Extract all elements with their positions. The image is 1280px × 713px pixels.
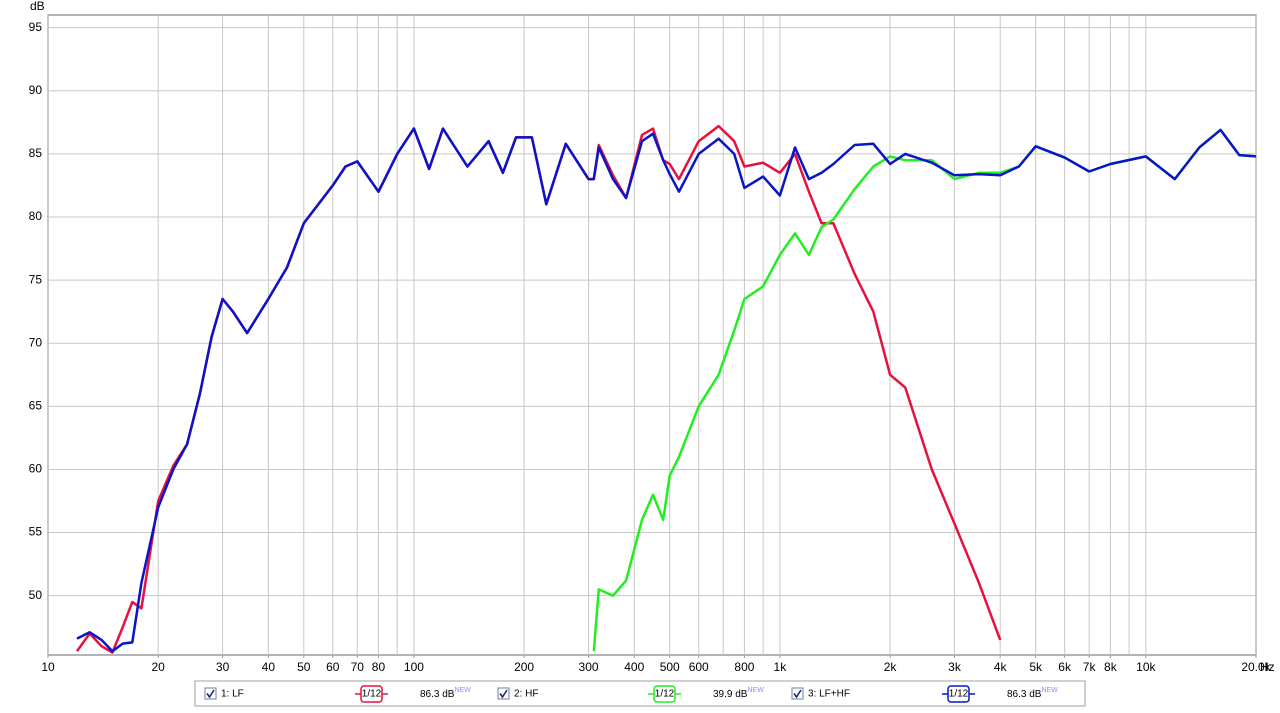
legend-label: 1: LF [221, 689, 244, 700]
x-tick-label: 10k [1136, 660, 1156, 674]
x-tick-label: 6k [1058, 660, 1072, 674]
legend-label: 3: LF+HF [808, 689, 850, 700]
y-tick-label: 55 [29, 525, 43, 539]
x-tick-label: 600 [689, 660, 709, 674]
legend-item: 3: LF+HF 1/12 86.3 dBNEW [791, 685, 1058, 703]
x-tick-label: 400 [624, 660, 644, 674]
legend-checkbox [791, 687, 804, 700]
legend-item: 1: LF 1/12 86.3 dBNEW [204, 685, 471, 703]
y-tick-label: 80 [29, 209, 43, 223]
x-tick-label: 10 [41, 660, 55, 674]
x-tick-label: 100 [404, 660, 424, 674]
plot-frame [47, 14, 1257, 656]
legend-smoothing: 1/12 [655, 689, 675, 700]
x-tick-label: 5k [1029, 660, 1043, 674]
y-tick-label: 60 [29, 462, 43, 476]
x-tick-label: 7k [1083, 660, 1097, 674]
x-tick-label: 300 [579, 660, 599, 674]
x-tick-label: 70 [351, 660, 365, 674]
x-tick-label: 200 [514, 660, 534, 674]
y-tick-label: 50 [29, 588, 43, 602]
x-tick-label: 80 [372, 660, 386, 674]
legend-level-value: 39.9 dB [713, 689, 748, 700]
x-tick-label: 40 [262, 660, 276, 674]
x-tick-label: 500 [660, 660, 680, 674]
legend-swatch-box [947, 685, 970, 703]
x-tick-label: 4k [994, 660, 1008, 674]
y-tick-label: 70 [29, 335, 43, 349]
series-line [76, 127, 1257, 653]
y-tick-label: 95 [29, 20, 43, 34]
legend-checkbox [204, 687, 217, 700]
y-tick-label: 85 [29, 146, 43, 160]
legend-badge: NEW [454, 687, 471, 694]
legend-smoothing: 1/12 [362, 689, 382, 700]
y-tick-label: 90 [29, 83, 43, 97]
legend-smoothing: 1/12 [949, 689, 969, 700]
x-tick-label: 2k [884, 660, 898, 674]
legend-check [499, 689, 508, 699]
legend-level: 86.3 dBNEW [420, 687, 471, 700]
legend-checkbox [497, 687, 510, 700]
legend-level: 39.9 dBNEW [713, 687, 764, 700]
y-tick-label: 75 [29, 272, 43, 286]
x-tick-label: 1k [774, 660, 788, 674]
y-axis-label: dB [30, 0, 45, 13]
x-tick-label: 8k [1104, 660, 1118, 674]
x-tick-label: 3k [948, 660, 962, 674]
x-tick-label: 30 [216, 660, 230, 674]
legend-level-value: 86.3 dB [420, 689, 455, 700]
x-tick-label: 60 [326, 660, 340, 674]
legend-swatch-box [653, 685, 676, 703]
legend-level-value: 86.3 dB [1007, 689, 1042, 700]
legend-box [194, 680, 1086, 707]
legend-badge: NEW [747, 687, 764, 694]
legend-swatch-box [360, 685, 383, 703]
legend-check [793, 689, 802, 699]
x-tick-label: 800 [734, 660, 754, 674]
legend-level: 86.3 dBNEW [1007, 687, 1058, 700]
x-tick-label: 20 [151, 660, 165, 674]
x-axis-label: Hz [1260, 660, 1275, 674]
x-tick-label: 50 [297, 660, 311, 674]
legend-item: 2: HF 1/12 39.9 dBNEW [497, 685, 764, 703]
y-tick-label: 65 [29, 398, 43, 412]
x-tick-label: 20.0k [1241, 660, 1271, 674]
legend-badge: NEW [1041, 687, 1058, 694]
legend-check [206, 689, 215, 699]
legend-label: 2: HF [514, 689, 538, 700]
